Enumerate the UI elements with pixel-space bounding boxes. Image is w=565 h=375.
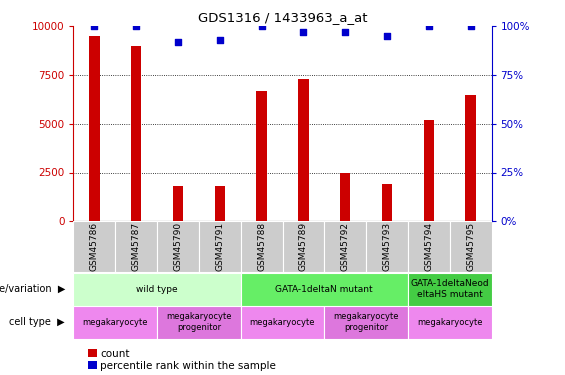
Point [173,39,182,45]
Point [299,29,308,35]
Point [215,37,224,43]
Title: GDS1316 / 1433963_a_at: GDS1316 / 1433963_a_at [198,11,367,24]
Text: megakaryocyte
progenitor: megakaryocyte progenitor [333,312,399,332]
Point [466,23,475,29]
FancyBboxPatch shape [157,221,199,272]
Bar [173,186,183,221]
Bar [215,186,225,221]
FancyBboxPatch shape [282,221,324,272]
FancyBboxPatch shape [73,221,115,272]
Text: GSM45790: GSM45790 [173,222,182,271]
Bar [257,91,267,221]
FancyBboxPatch shape [366,221,408,272]
FancyBboxPatch shape [73,273,241,306]
FancyBboxPatch shape [241,221,282,272]
FancyBboxPatch shape [241,306,324,339]
Text: GSM45793: GSM45793 [383,222,392,271]
Text: GSM45794: GSM45794 [424,222,433,271]
Text: cell type  ▶: cell type ▶ [10,317,65,327]
FancyBboxPatch shape [199,221,241,272]
FancyBboxPatch shape [450,221,492,272]
Text: megakaryocyte: megakaryocyte [250,318,315,327]
Text: GATA-1deltaN mutant: GATA-1deltaN mutant [276,285,373,294]
Text: GSM45786: GSM45786 [90,222,99,271]
FancyBboxPatch shape [408,221,450,272]
FancyBboxPatch shape [408,306,492,339]
Text: GATA-1deltaNeod
eltaHS mutant: GATA-1deltaNeod eltaHS mutant [410,279,489,299]
Text: percentile rank within the sample: percentile rank within the sample [100,362,276,371]
FancyBboxPatch shape [324,221,366,272]
Text: count: count [100,349,129,359]
Text: megakaryocyte
progenitor: megakaryocyte progenitor [166,312,232,332]
Text: megakaryocyte: megakaryocyte [82,318,148,327]
Bar [298,79,308,221]
Point [424,23,433,29]
Bar [466,94,476,221]
Text: GSM45789: GSM45789 [299,222,308,271]
Point [90,23,99,29]
Point [257,23,266,29]
Text: megakaryocyte: megakaryocyte [417,318,483,327]
FancyBboxPatch shape [241,273,408,306]
Text: GSM45788: GSM45788 [257,222,266,271]
Text: GSM45791: GSM45791 [215,222,224,271]
Point [341,29,350,35]
Point [132,23,141,29]
Text: genotype/variation  ▶: genotype/variation ▶ [0,284,65,294]
FancyBboxPatch shape [115,221,157,272]
Text: GSM45795: GSM45795 [466,222,475,271]
Text: wild type: wild type [136,285,178,294]
Bar [340,172,350,221]
FancyBboxPatch shape [408,273,492,306]
Text: GSM45792: GSM45792 [341,222,350,271]
Text: GSM45787: GSM45787 [132,222,141,271]
Bar [382,184,392,221]
Point [383,33,392,39]
Bar [424,120,434,221]
Bar [89,36,99,221]
Bar [131,46,141,221]
FancyBboxPatch shape [324,306,408,339]
FancyBboxPatch shape [73,306,157,339]
FancyBboxPatch shape [157,306,241,339]
